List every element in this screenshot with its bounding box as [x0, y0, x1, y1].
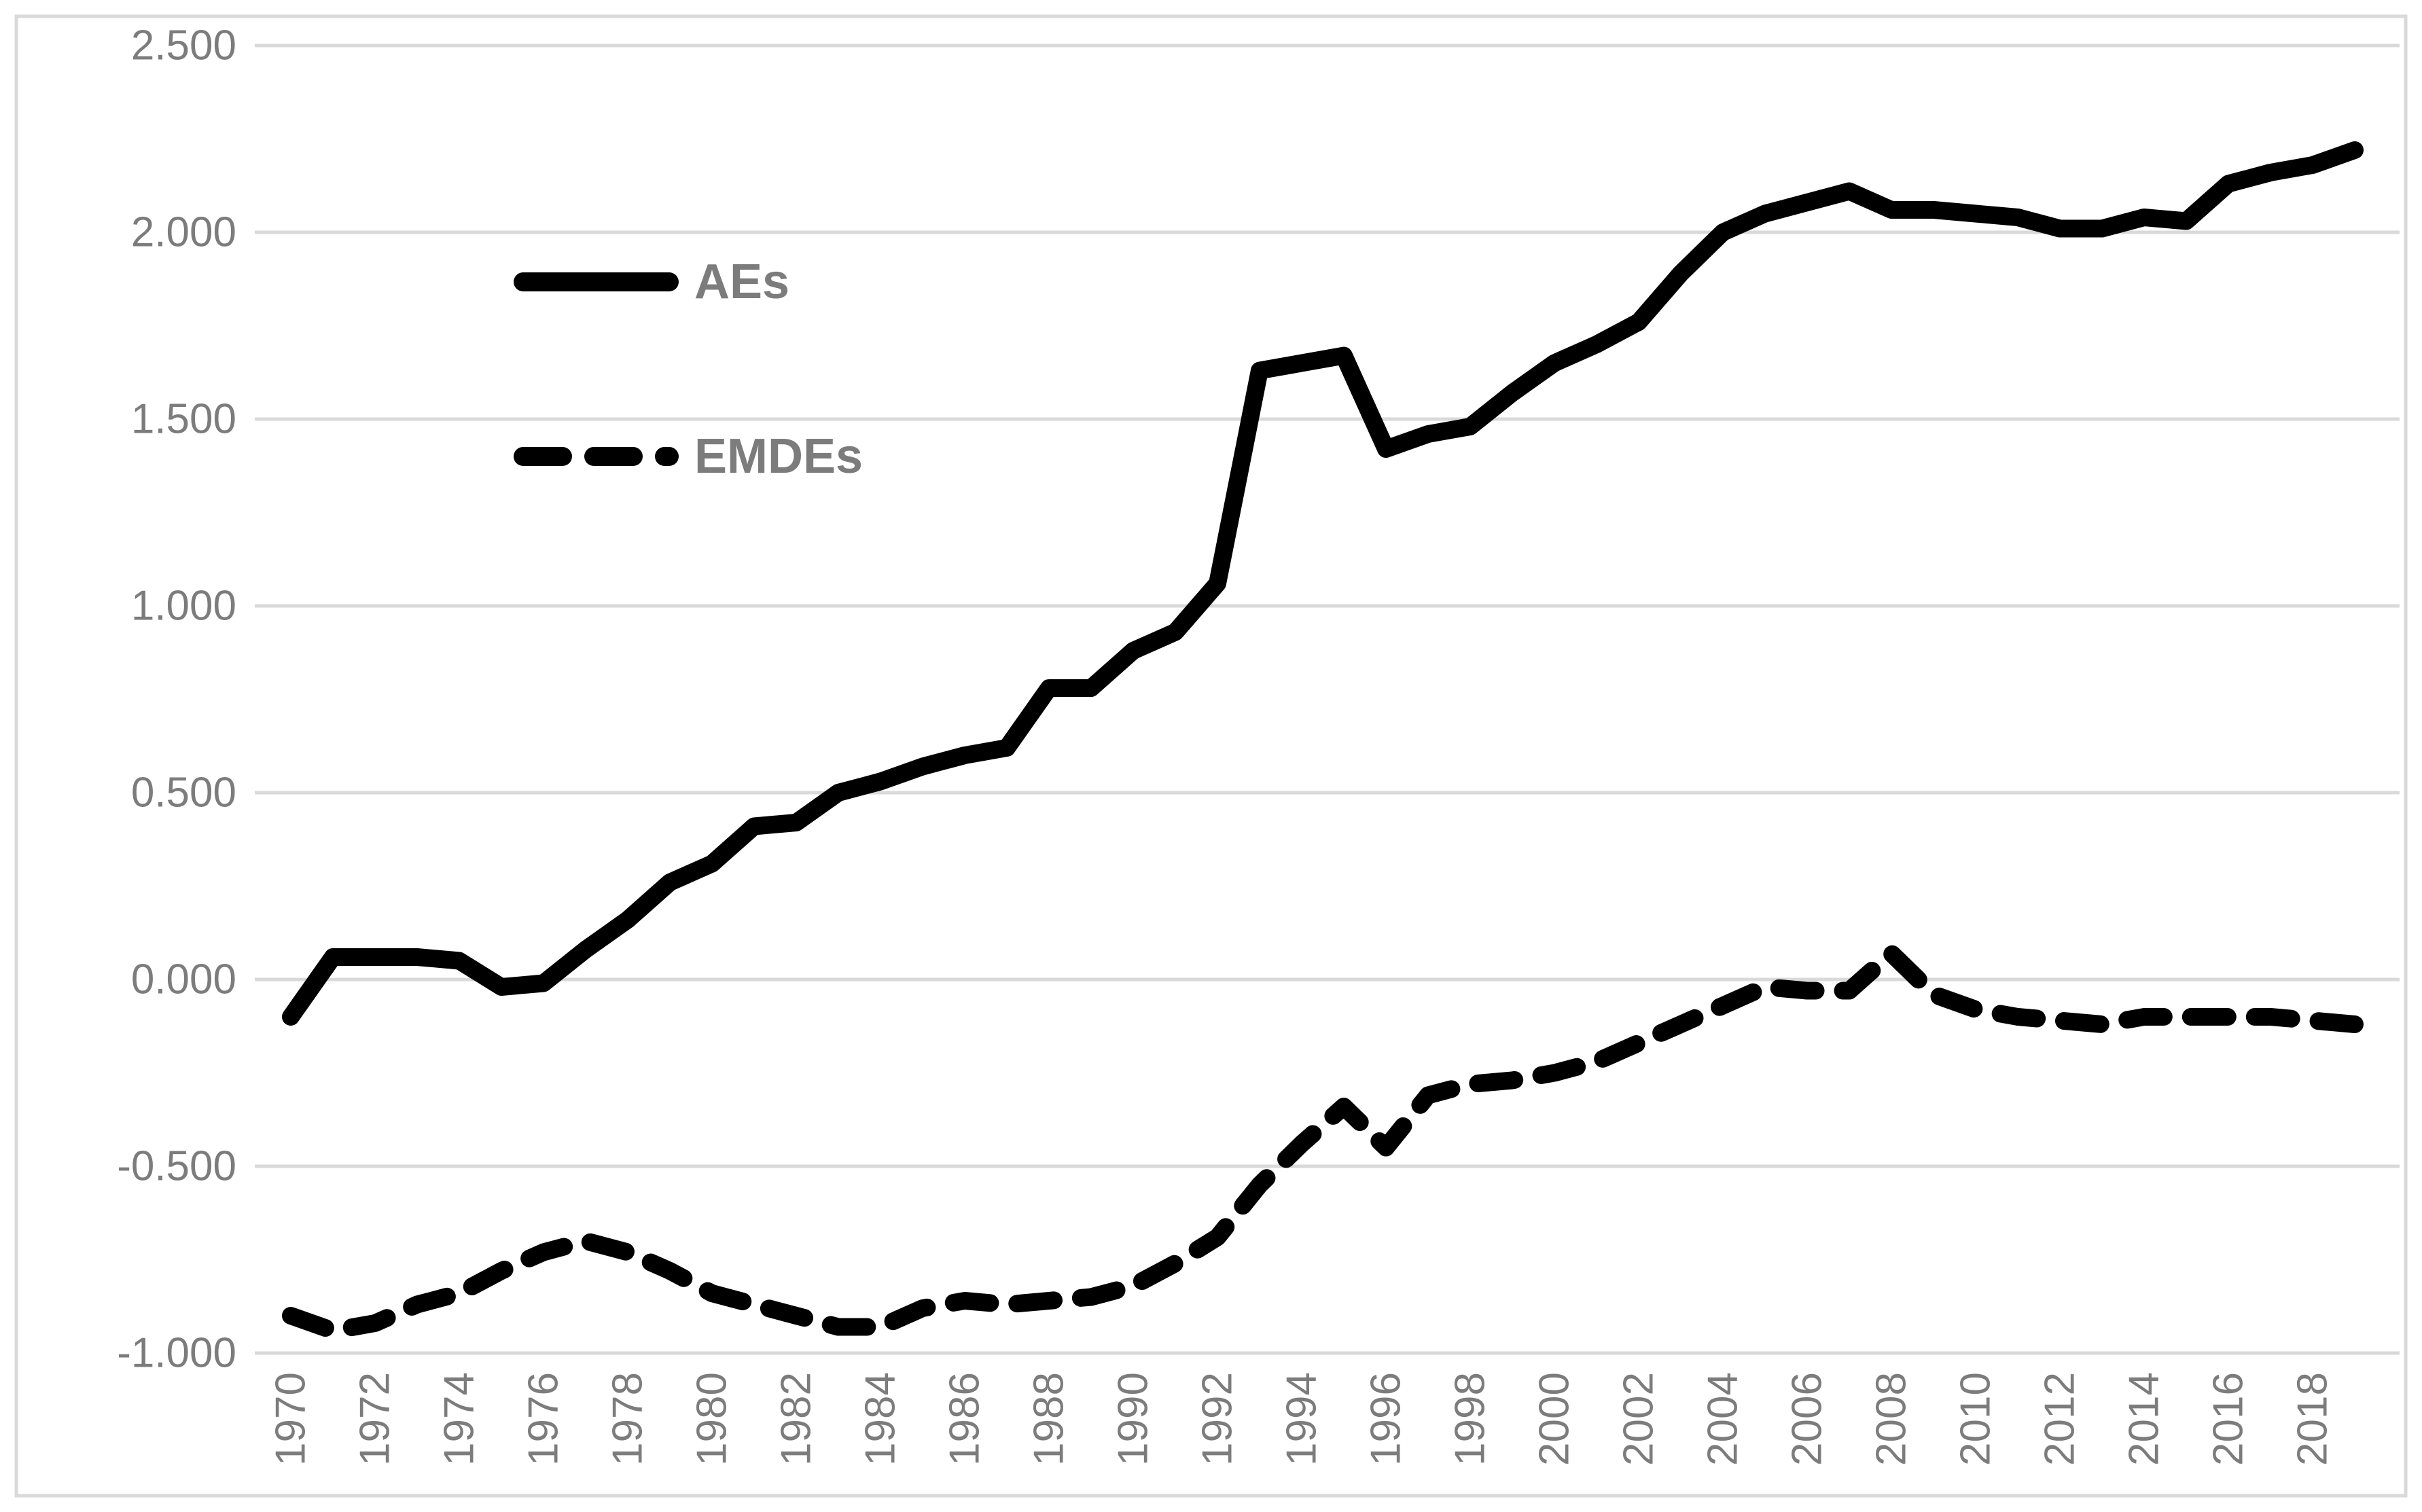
y-tick-label: 0.000: [131, 956, 236, 1003]
data-series: [282, 141, 2364, 1339]
y-tick-label: 0.500: [131, 770, 236, 816]
x-tick-label: 2004: [1700, 1372, 1747, 1466]
x-tick-label: 1992: [1194, 1372, 1241, 1466]
x-tick-label: 1976: [520, 1372, 567, 1466]
y-tick-label: -1.000: [117, 1330, 236, 1377]
legend-label-emdes: EMDEs: [694, 429, 863, 484]
x-tick-label: 2014: [2121, 1372, 2168, 1466]
x-tick-label: 1978: [605, 1372, 652, 1466]
x-tick-label: 1990: [1110, 1372, 1157, 1466]
legend-item-emdes: EMDEs: [514, 429, 863, 484]
y-tick-label: -0.500: [117, 1143, 236, 1190]
x-tick-label: 1974: [436, 1372, 483, 1466]
x-tick-label: 2012: [2037, 1372, 2084, 1466]
x-tick-label: 1996: [1363, 1372, 1410, 1466]
x-tick-label: 2010: [1953, 1372, 1999, 1466]
x-tick-label: 2000: [1531, 1372, 1578, 1466]
x-tick-label: 2006: [1784, 1372, 1831, 1466]
gridlines: [255, 43, 2400, 1355]
y-tick-label: 2.000: [131, 209, 236, 256]
x-tick-label: 1988: [1026, 1372, 1073, 1466]
legend-item-aes: AEs: [514, 255, 789, 309]
legend: AEs EMDEs: [514, 255, 863, 484]
x-axis-tick-labels: 1970 1972 1974 1976 1978 1980 1982 1984 1986 1988…: [268, 1372, 2336, 1466]
chart-frame: [14, 14, 2408, 1498]
x-tick-label: 2016: [2205, 1372, 2252, 1466]
x-tick-label: 2018: [2290, 1372, 2336, 1466]
legend-label-aes: AEs: [694, 255, 789, 309]
x-tick-label: 1994: [1279, 1372, 1325, 1466]
x-tick-label: 2002: [1616, 1372, 1662, 1466]
y-axis-tick-labels: 2.500 2.000 1.500 1.000 0.500 0.000 -0.500 -1.0…: [117, 22, 236, 1377]
x-tick-label: 1972: [352, 1372, 399, 1466]
x-tick-label: 1982: [773, 1372, 820, 1466]
x-tick-label: 1984: [857, 1372, 904, 1466]
x-tick-label: 1998: [1447, 1372, 1494, 1466]
y-tick-label: 1.500: [131, 396, 236, 443]
x-tick-label: 1980: [689, 1372, 736, 1466]
y-tick-label: 1.000: [131, 583, 236, 630]
x-tick-label: 2008: [1868, 1372, 1915, 1466]
series-line-emdes: [282, 944, 2364, 1339]
x-tick-label: 1970: [268, 1372, 315, 1466]
y-tick-label: 2.500: [131, 22, 236, 69]
series-line-aes: [282, 141, 2364, 1026]
x-tick-label: 1986: [942, 1372, 989, 1466]
